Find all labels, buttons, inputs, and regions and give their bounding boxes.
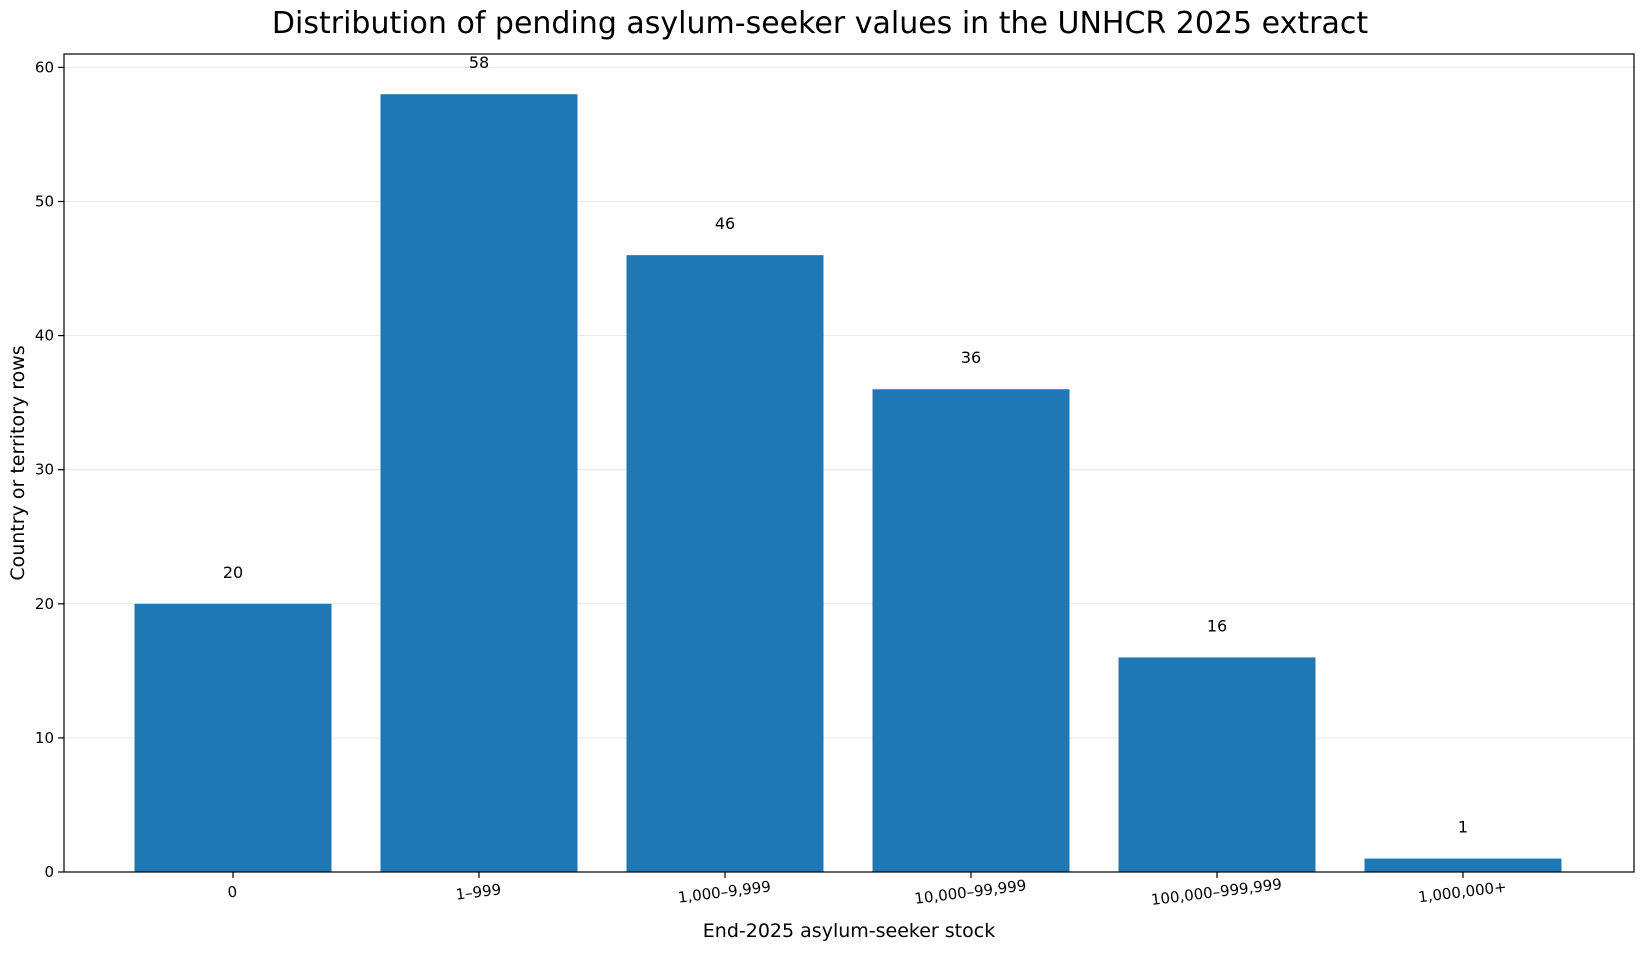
- bar: [134, 603, 332, 872]
- bar-value-label: 36: [961, 348, 981, 367]
- bars: [134, 94, 1562, 873]
- x-tick-label: 10,000–99,999: [913, 876, 1027, 908]
- y-tick-label: 10: [35, 729, 54, 747]
- y-tick-label: 40: [35, 327, 54, 345]
- x-tick-label: 1,000,000+: [1417, 878, 1507, 907]
- chart-title: Distribution of pending asylum-seeker va…: [272, 6, 1368, 41]
- y-axis-label: Country or territory rows: [7, 345, 29, 580]
- y-axis: 0 10 20 30 40 50 60: [35, 58, 64, 881]
- x-tick-label: 100,000–999,999: [1150, 875, 1283, 909]
- bar: [626, 255, 824, 873]
- bar: [1118, 657, 1316, 872]
- bar-value-label: 1: [1458, 818, 1468, 837]
- y-tick-label: 0: [44, 863, 54, 881]
- bar: [872, 389, 1070, 872]
- bar-value-label: 20: [223, 563, 243, 582]
- bar: [380, 94, 578, 873]
- x-tick-label: 1–999: [455, 880, 503, 903]
- x-axis: 0 1–999 1,000–9,999 10,000–99,999 100,000–99…: [227, 872, 1508, 909]
- y-tick-label: 30: [35, 461, 54, 479]
- bar-value-label: 46: [715, 214, 735, 233]
- bar: [1364, 858, 1562, 872]
- x-tick-label: 1,000–9,999: [677, 877, 772, 906]
- bar-value-label: 58: [469, 53, 489, 72]
- y-tick-label: 20: [35, 595, 54, 613]
- bar-value-label: 16: [1207, 616, 1227, 635]
- x-axis-label: End-2025 asylum-seeker stock: [703, 920, 995, 942]
- y-tick-label: 50: [35, 193, 54, 211]
- x-tick-label: 0: [227, 883, 239, 902]
- y-tick-label: 60: [35, 58, 54, 76]
- data-labels: 20 58 46 36 16 1: [223, 53, 1468, 836]
- plot-frame: [63, 53, 1635, 873]
